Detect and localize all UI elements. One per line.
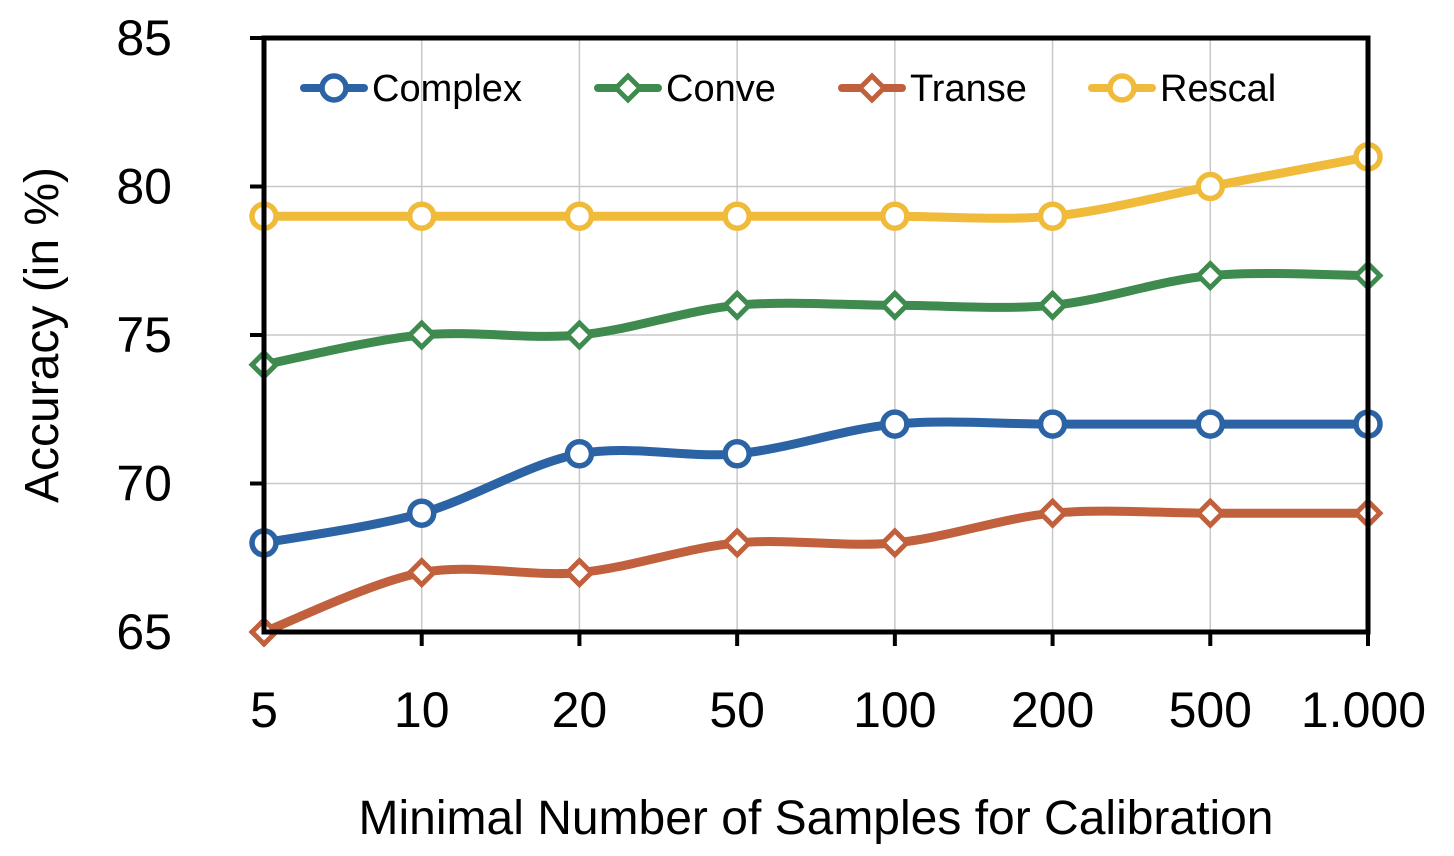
legend: Complex Conve Transe Rescal [300, 68, 1276, 110]
legend-label-rescal: Rescal [1160, 68, 1276, 110]
y-axis-ticks: 65 70 75 80 85 [116, 10, 264, 660]
data-point-complex-10 [406, 498, 437, 528]
data-point-rescal-100 [880, 201, 910, 231]
series-line-complex [259, 417, 1373, 548]
x-tick-label-100: 100 [853, 682, 936, 738]
data-point-transe-50 [721, 527, 753, 559]
data-point-transe-20 [563, 557, 595, 589]
legend-label-conve: Conve [666, 68, 776, 110]
data-point-conve-100 [879, 289, 911, 321]
data-point-rescal-50 [722, 201, 752, 231]
x-tick-label-5: 5 [250, 682, 278, 738]
data-point-conve-20 [563, 319, 595, 351]
x-tick-label-200: 200 [1011, 682, 1094, 738]
data-point-conve-50 [721, 289, 753, 321]
x-axis-title: Minimal Number of Samples for Calibratio… [359, 792, 1274, 845]
data-point-complex-500 [1195, 409, 1226, 439]
data-point-transe-500 [1194, 497, 1226, 529]
data-point-rescal-200 [1037, 201, 1068, 231]
x-tick-label-20: 20 [552, 682, 608, 738]
y-tick-label-75: 75 [116, 307, 172, 363]
legend-item-rescal: Rescal [1088, 68, 1276, 110]
series-conve [248, 260, 1384, 381]
y-tick-label-85: 85 [116, 10, 172, 66]
data-point-complex-100 [880, 409, 910, 439]
x-tick-label-50: 50 [709, 682, 765, 738]
y-axis-title: Accuracy (in %) [16, 167, 69, 503]
x-tick-label-10: 10 [394, 682, 450, 738]
legend-item-complex: Complex [300, 68, 522, 110]
series-line-rescal [259, 152, 1373, 223]
data-point-transe-100 [879, 527, 911, 559]
data-point-conve-10 [406, 319, 438, 351]
legend-marker-transe [856, 72, 888, 104]
legend-item-transe: Transe [838, 68, 1027, 110]
data-point-complex-20 [564, 439, 595, 469]
data-point-rescal-20 [564, 201, 595, 231]
y-tick-label-70: 70 [116, 456, 172, 512]
legend-label-complex: Complex [372, 68, 522, 110]
data-point-complex-200 [1037, 409, 1068, 439]
grid-lines [264, 38, 1368, 632]
legend-marker-rescal [1107, 73, 1137, 103]
x-tick-label-1-000: 1.000 [1301, 682, 1426, 738]
series-transe [248, 497, 1384, 648]
data-point-rescal-500 [1195, 171, 1226, 202]
data-point-conve-500 [1194, 260, 1226, 292]
plot-frame [261, 35, 1371, 635]
data-point-rescal-10 [406, 201, 437, 231]
data-series [248, 142, 1384, 648]
legend-label-transe: Transe [910, 68, 1027, 110]
legend-marker-complex [319, 73, 349, 103]
x-axis-ticks: 5 10 20 50 100 200 500 1.000 [250, 632, 1426, 738]
legend-marker-conve [612, 72, 644, 104]
data-point-complex-50 [722, 439, 752, 469]
series-line-conve [259, 268, 1373, 370]
y-tick-label-80: 80 [116, 159, 172, 215]
y-tick-label-65: 65 [116, 604, 172, 660]
data-point-transe-10 [406, 557, 438, 589]
data-point-transe-200 [1037, 497, 1069, 529]
legend-item-conve: Conve [594, 68, 776, 110]
data-point-conve-200 [1037, 289, 1069, 321]
x-tick-label-500: 500 [1169, 682, 1252, 738]
